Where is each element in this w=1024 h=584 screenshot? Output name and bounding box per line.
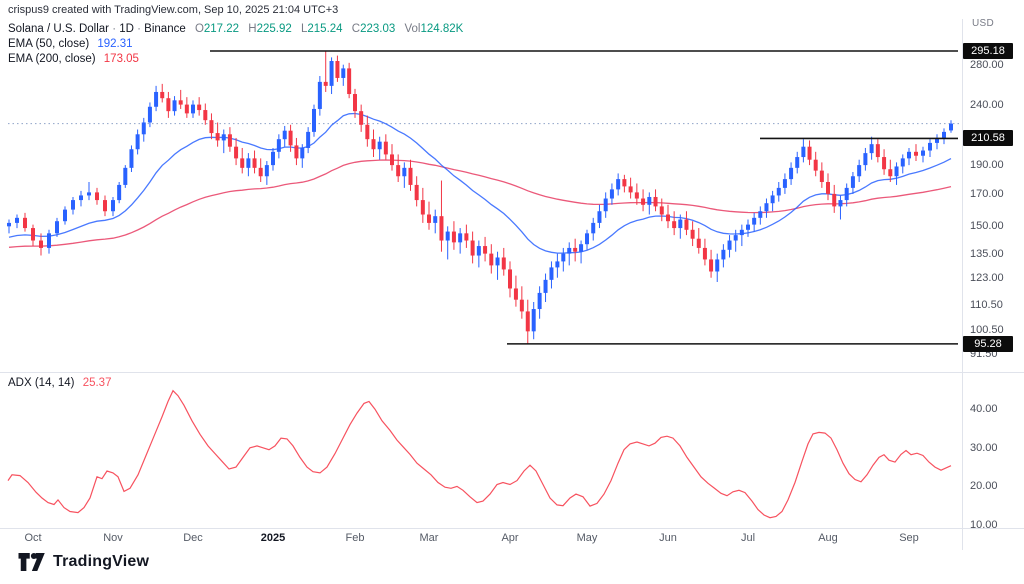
adx-label: ADX (14, 14) [8,377,75,389]
low-value: 215.24 [307,23,343,35]
price-tick-label: 110.50 [970,299,1003,312]
price-tick-label: 123.00 [970,271,1004,284]
close-value: 223.03 [360,23,396,35]
symbol-name: Solana / U.S. Dollar [8,23,109,35]
price-level-badge: 295.18 [963,43,1013,59]
price-tick-label: 170.00 [970,187,1004,200]
price-tick-label: 150.00 [970,220,1004,233]
attribution-text: crispus9 created with TradingView.com, S… [8,4,339,16]
currency-label: USD [972,18,995,29]
open-label: O [194,23,204,35]
price-tick-label: 280.00 [970,58,1004,71]
adx-tick-label: 30.00 [970,441,998,454]
date-tick-label: Mar [419,532,439,544]
price-tick-label: 190.00 [970,159,1004,172]
tradingview-logo-icon [18,553,45,571]
price-level-badge: 95.28 [963,335,1013,352]
adx-legend[interactable]: ADX (14, 14) 25.37 [8,377,111,389]
interval-label: 1D [119,23,134,35]
volume-label: Vol [404,23,421,35]
date-tick-label: Apr [501,532,519,544]
adx-value: 25.37 [82,377,112,389]
date-tick-label: Oct [24,532,42,544]
adx-tick-label: 10.00 [970,519,998,531]
adx-tick-label: 20.00 [970,480,998,493]
date-tick-label: Jun [659,532,677,544]
open-value: 217.22 [203,23,240,35]
ema50-row[interactable]: EMA (50, close) 192.31 [8,37,463,52]
date-tick-label: Feb [345,532,365,544]
date-tick-label: Aug [818,532,838,544]
ema200-label: EMA (200, close) [8,53,96,65]
exchange-label: Binance [144,23,186,35]
price-tick-label: 135.00 [970,247,1004,260]
close-label: C [351,23,361,35]
tradingview-logo[interactable]: TradingView [18,553,149,571]
date-tick-label: Dec [183,532,203,544]
chart-legend: Solana / U.S. Dollar · 1D · Binance O217… [8,22,463,67]
high-value: 225.92 [256,23,292,35]
symbol-row[interactable]: Solana / U.S. Dollar · 1D · Binance O217… [8,23,464,35]
date-tick-label: Nov [103,532,123,544]
date-tick-label: 2025 [260,532,286,544]
adx-tick-label: 40.00 [970,403,998,416]
low-label: L [300,23,308,35]
ema50-label: EMA (50, close) [8,38,90,50]
volume-value: 124.82K [420,23,464,35]
price-tick-label: 240.00 [970,98,1004,111]
price-level-badge: 210.58 [963,130,1013,147]
date-tick-label: Jul [740,532,756,544]
tradingview-wordmark: TradingView [53,553,150,570]
price-tick-label: 100.50 [970,324,1004,337]
high-label: H [248,23,257,35]
date-tick-label: May [576,532,598,544]
ema200-row[interactable]: EMA (200, close) 173.05 [8,52,463,67]
ema50-value: 192.31 [97,38,133,50]
date-tick-label: Sep [899,532,919,544]
ema200-value: 173.05 [103,53,139,65]
